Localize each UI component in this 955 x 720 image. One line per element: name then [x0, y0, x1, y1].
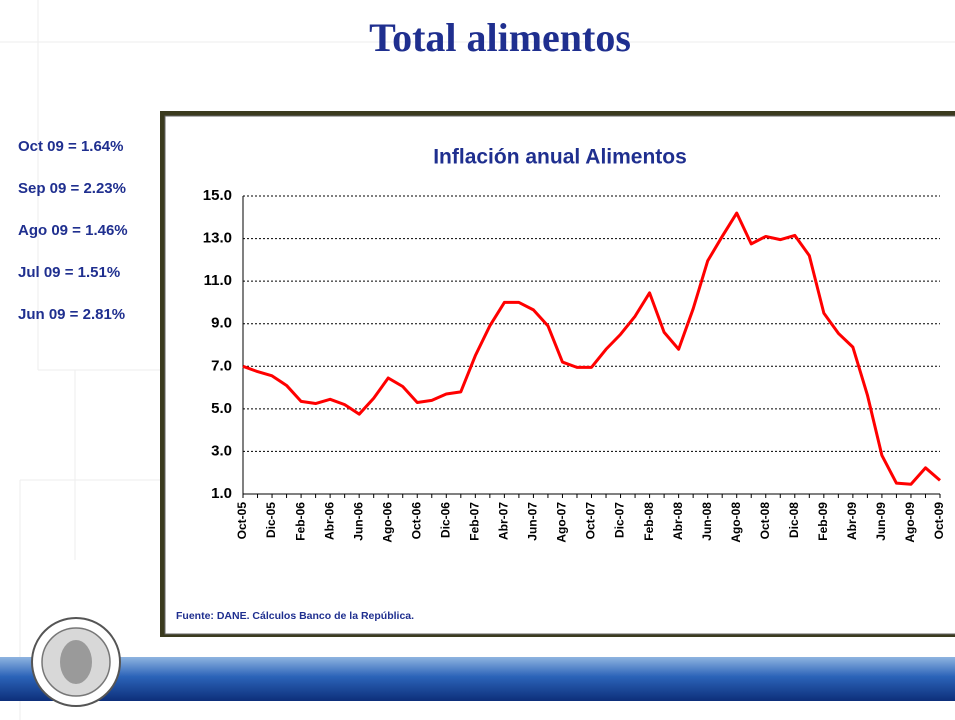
- x-tick-label: Feb-09: [816, 502, 830, 541]
- y-tick-label: 13.0: [203, 230, 232, 247]
- x-tick-label: Abr-06: [322, 502, 336, 540]
- annotations: Oct 09 = 1.64% Sep 09 = 2.23% Ago 09 = 1.4…: [18, 138, 128, 323]
- x-tick-label: Jun-08: [700, 502, 714, 541]
- x-tick-label: Jun-07: [526, 502, 540, 541]
- x-tick-label: Oct-06: [409, 502, 423, 540]
- x-tick-label: Feb-08: [642, 502, 656, 541]
- x-tick-label: Ago-06: [380, 502, 394, 543]
- x-tick-label: Oct-05: [235, 502, 249, 540]
- annotation: Sep 09 = 2.23%: [18, 180, 126, 197]
- plot: 1.0 3.0 5.0 7.0 9.0 11.0 13.0 15.0 Oct-05 Dic-05 F…: [203, 187, 946, 543]
- y-tick-label: 7.0: [211, 357, 232, 374]
- annotation: Ago 09 = 1.46%: [18, 222, 128, 239]
- x-tick-label: Abr-08: [671, 502, 685, 540]
- chart-title: Inflación anual Alimentos: [433, 146, 687, 169]
- x-tick-label: Feb-07: [468, 502, 482, 541]
- slide-title: Total alimentos: [369, 15, 631, 60]
- x-tick-label: Ago-09: [903, 502, 917, 543]
- annotation: Oct 09 = 1.64%: [18, 138, 123, 155]
- y-tick-label: 11.0: [204, 272, 232, 289]
- x-tick-label: Feb-06: [293, 502, 307, 541]
- x-tick-label: Dic-05: [264, 502, 278, 538]
- x-tick-label: Abr-09: [845, 502, 859, 540]
- y-tick-label: 15.0: [203, 187, 232, 204]
- y-tick-label: 9.0: [211, 315, 232, 332]
- x-tick-label: Jun-09: [874, 502, 888, 541]
- x-tick-label: Abr-07: [497, 502, 511, 540]
- x-tick-label: Oct-08: [758, 502, 772, 540]
- annotation: Jul 09 = 1.51%: [18, 264, 120, 281]
- y-tick-label: 5.0: [211, 400, 232, 417]
- y-tick-label: 3.0: [211, 442, 232, 459]
- annotation: Jun 09 = 2.81%: [18, 306, 125, 323]
- logo: [31, 617, 121, 707]
- data-line: [242, 211, 941, 486]
- x-tick-label: Ago-08: [729, 502, 743, 543]
- x-tick-label: Dic-06: [438, 502, 452, 538]
- x-tick-label: Dic-08: [787, 502, 801, 538]
- footer-band: [0, 657, 955, 701]
- y-tick-label: 1.0: [211, 485, 232, 502]
- x-tick-label: Oct-07: [584, 502, 598, 540]
- x-tick-label: Jun-06: [351, 502, 365, 541]
- chart-frame: [164, 115, 955, 635]
- x-tick-label: Oct-09: [932, 502, 946, 540]
- source-note: Fuente: DANE. Cálculos Banco de la Repúb…: [176, 610, 414, 622]
- x-tick-label: Dic-07: [613, 502, 627, 538]
- x-tick-label: Ago-07: [555, 502, 569, 543]
